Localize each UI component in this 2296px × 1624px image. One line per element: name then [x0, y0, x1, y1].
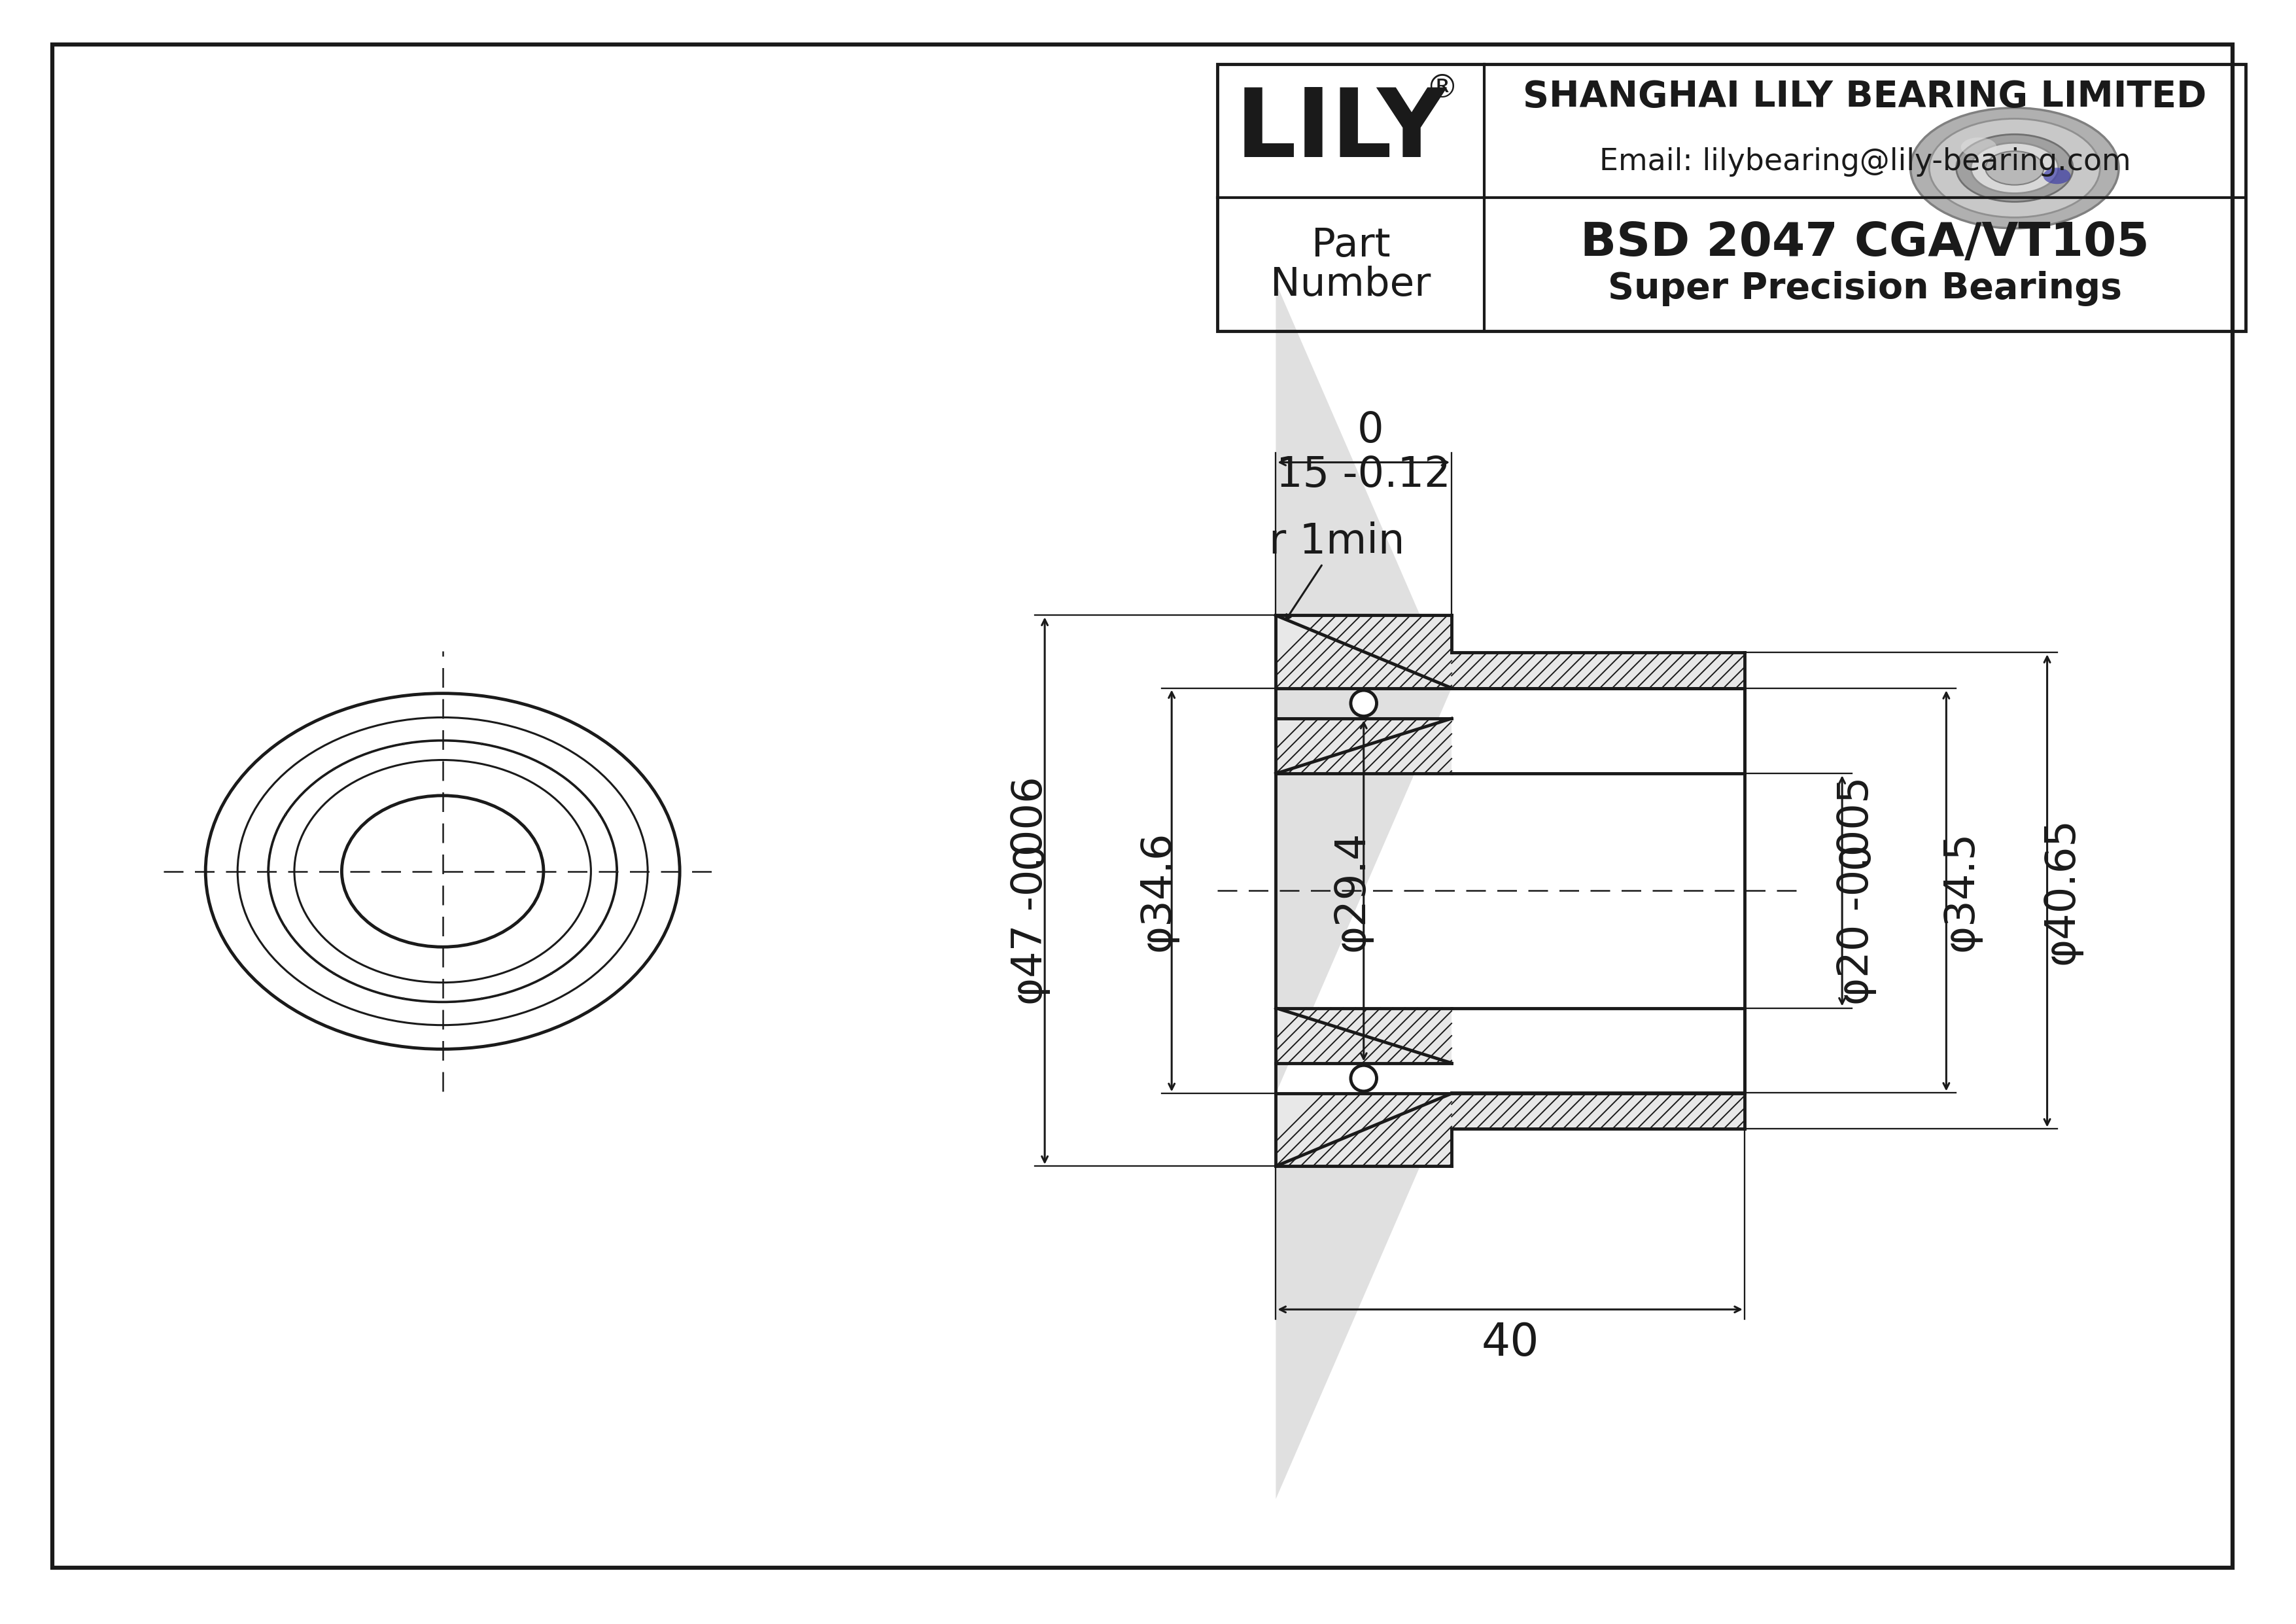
Ellipse shape	[294, 760, 590, 983]
Ellipse shape	[1929, 119, 2101, 218]
Polygon shape	[1277, 1009, 1451, 1064]
Text: r 1min: r 1min	[1270, 521, 1405, 620]
Polygon shape	[1277, 1093, 1451, 1499]
Text: φ34.6: φ34.6	[1137, 830, 1178, 952]
Polygon shape	[1277, 615, 1451, 689]
Text: 15 -0.12: 15 -0.12	[1277, 455, 1451, 495]
Text: LILY: LILY	[1235, 84, 1446, 177]
Text: φ29.4: φ29.4	[1332, 830, 1373, 952]
Ellipse shape	[1986, 151, 2043, 185]
Text: φ34.5: φ34.5	[1940, 830, 1981, 952]
Text: φ40.65: φ40.65	[2041, 817, 2082, 965]
Polygon shape	[1277, 615, 1451, 1093]
Text: φ20 -0.005: φ20 -0.005	[1837, 776, 1876, 1005]
Ellipse shape	[269, 741, 618, 1002]
Ellipse shape	[1961, 138, 1998, 158]
Ellipse shape	[207, 693, 680, 1049]
Polygon shape	[1277, 718, 1451, 773]
Ellipse shape	[1970, 143, 2057, 193]
Text: 0: 0	[1010, 841, 1052, 869]
Polygon shape	[1451, 653, 1745, 689]
Ellipse shape	[269, 741, 618, 1002]
Text: 40: 40	[1481, 1322, 1538, 1366]
Polygon shape	[1451, 1093, 1745, 1129]
Text: SHANGHAI LILY BEARING LIMITED: SHANGHAI LILY BEARING LIMITED	[1522, 80, 2206, 114]
Text: BSD 2047 CGA/VT105: BSD 2047 CGA/VT105	[1580, 221, 2149, 266]
Text: φ47 -0.006: φ47 -0.006	[1010, 776, 1052, 1005]
Circle shape	[1350, 690, 1378, 716]
Text: Number: Number	[1270, 266, 1430, 304]
Circle shape	[1350, 1065, 1378, 1091]
Text: 0: 0	[1357, 411, 1384, 450]
Text: Part: Part	[1311, 227, 1389, 265]
Polygon shape	[1277, 615, 1451, 689]
Polygon shape	[1277, 283, 1451, 689]
Polygon shape	[1277, 1093, 1451, 1166]
Polygon shape	[1277, 615, 1451, 689]
Text: ®: ®	[1426, 73, 1458, 104]
Ellipse shape	[342, 796, 544, 947]
Ellipse shape	[1910, 107, 2119, 229]
Text: 0: 0	[1837, 841, 1876, 869]
Ellipse shape	[1956, 135, 2073, 201]
Polygon shape	[1277, 615, 1451, 689]
Ellipse shape	[2043, 167, 2071, 184]
Ellipse shape	[236, 718, 647, 1025]
Text: Email: lilybearing@lily-bearing.com: Email: lilybearing@lily-bearing.com	[1598, 148, 2131, 177]
Text: Super Precision Bearings: Super Precision Bearings	[1607, 271, 2122, 307]
